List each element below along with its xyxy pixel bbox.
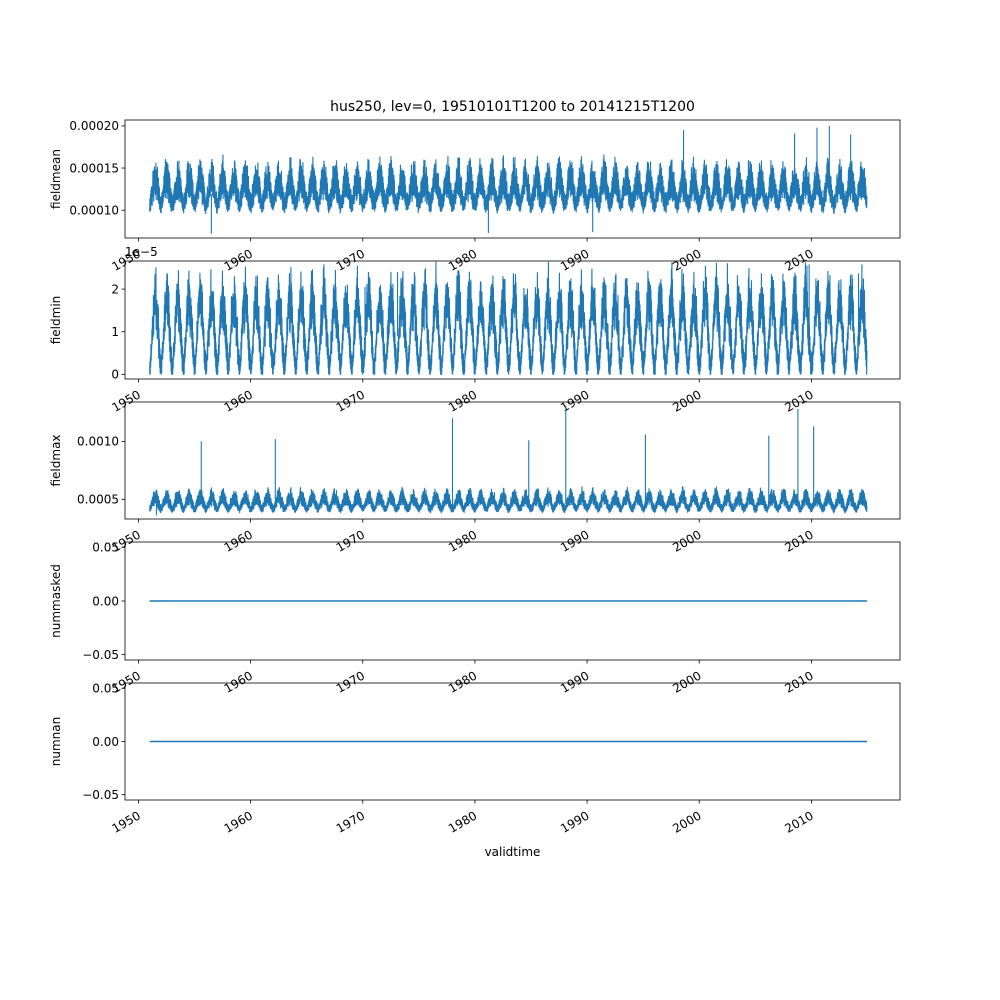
plot-frame — [124, 401, 901, 520]
y-tick-label: 0.00 — [92, 735, 119, 749]
figure-title: hus250, lev=0, 19510101T1200 to 20141215… — [330, 99, 695, 115]
y-tick-label: 0.00020 — [69, 119, 119, 133]
plot-frame — [124, 119, 901, 239]
series-line-fieldmax — [149, 405, 868, 516]
y-tick-label: 2 — [111, 282, 119, 296]
y-tick-label: −0.05 — [82, 788, 119, 802]
y-offset-label: 1e−5 — [125, 245, 158, 259]
y-tick-label: 0.05 — [92, 682, 119, 696]
y-tick-label: 1 — [111, 325, 119, 339]
series-line-fieldmin — [149, 261, 868, 375]
y-tick-label: 0.00 — [92, 594, 119, 608]
y-tick-label: −0.05 — [82, 648, 119, 662]
y-axis-label: fieldmin — [49, 296, 63, 345]
y-axis-label: fieldmax — [49, 434, 63, 486]
y-tick-label: 0 — [111, 368, 119, 382]
y-tick-label: 0.00010 — [69, 203, 119, 217]
y-tick-label: 0.05 — [92, 541, 119, 555]
y-tick-label: 0.0010 — [77, 435, 119, 449]
y-axis-label: nummasked — [49, 564, 63, 638]
plot-frame — [124, 260, 901, 380]
x-axis-label: validtime — [485, 845, 541, 859]
y-axis-label: numnan — [49, 717, 63, 766]
y-axis-label: fieldmean — [49, 149, 63, 209]
series-line-fieldmean — [149, 125, 868, 234]
y-tick-label: 0.0005 — [77, 493, 119, 507]
y-tick-label: 0.00015 — [69, 161, 119, 175]
